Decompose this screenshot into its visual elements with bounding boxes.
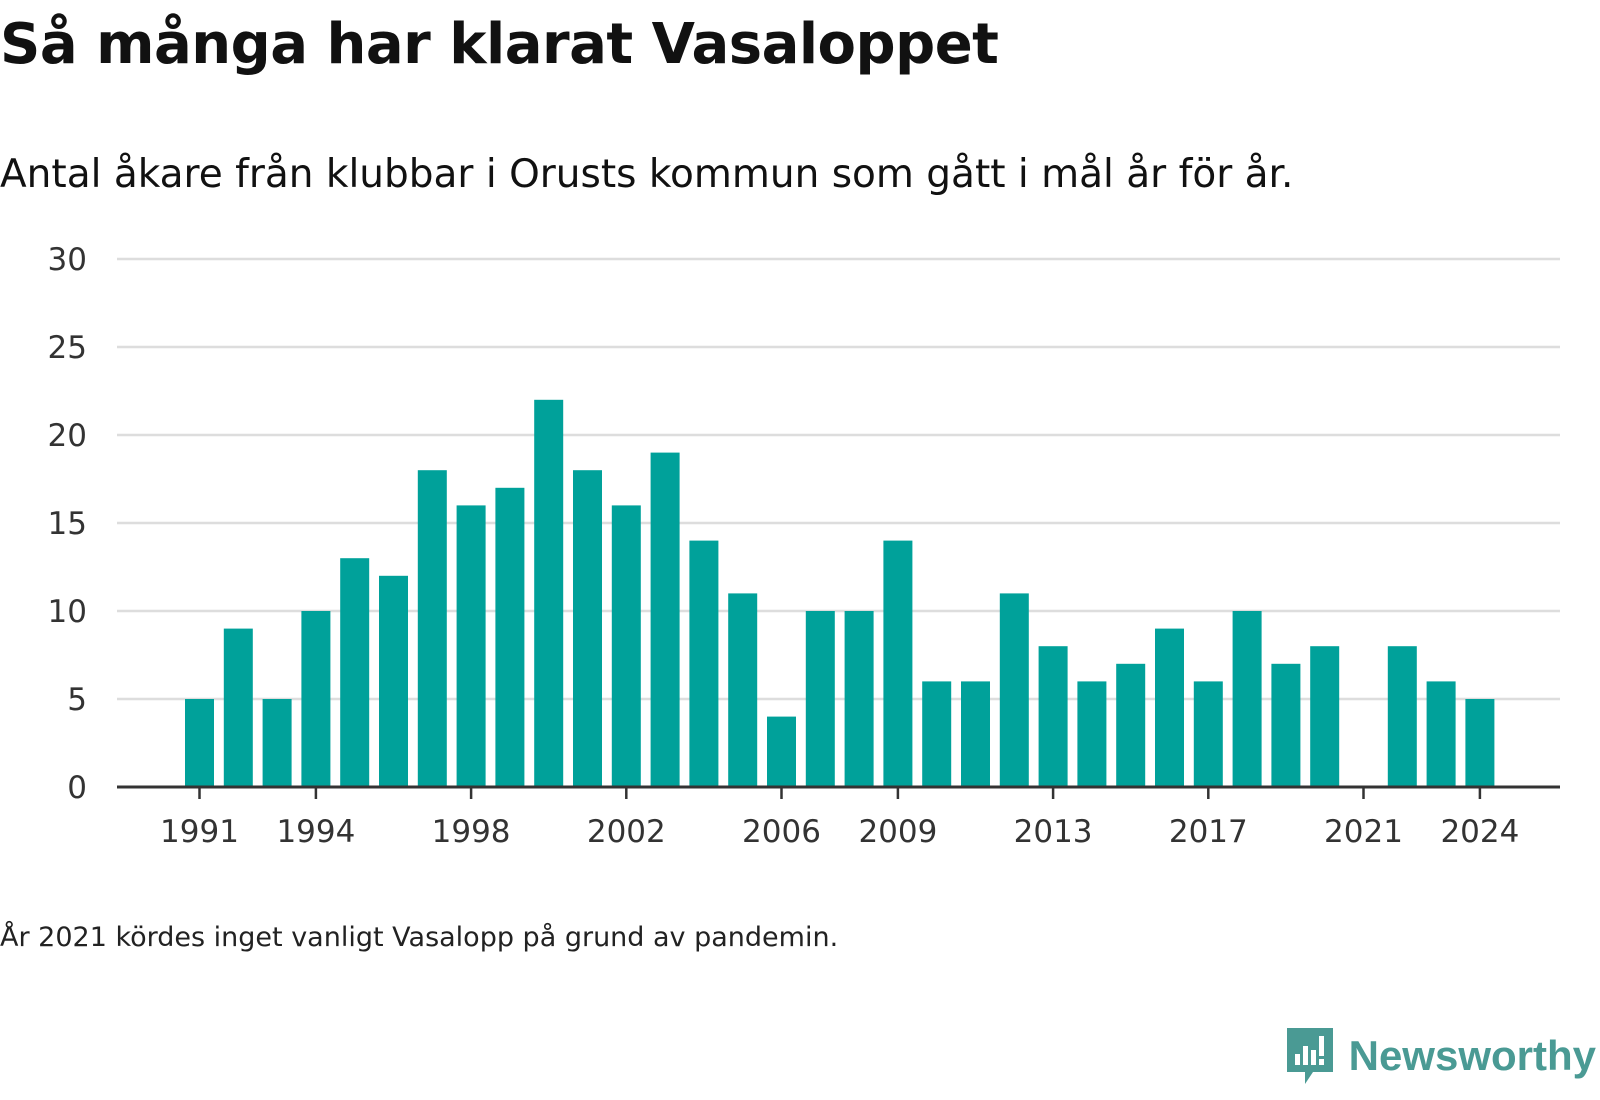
x-tick-label: 2017	[1169, 814, 1248, 850]
bar	[883, 540, 913, 787]
bar	[689, 540, 719, 787]
y-tick-label: 30	[48, 242, 87, 278]
bar	[1387, 646, 1417, 787]
bar	[301, 611, 331, 787]
bar	[185, 699, 214, 787]
footnote: År 2021 kördes inget vanligt Vasalopp på…	[0, 922, 839, 953]
newsworthy-logo[interactable]: Newsworthy	[1283, 1026, 1596, 1086]
bar	[767, 716, 796, 787]
bar	[223, 628, 253, 787]
x-tick-label: 1994	[276, 814, 355, 850]
bar	[1193, 681, 1223, 787]
bar-chart: 0 5 10 15 20 25 30 1991 1994 1998 2002 2006 2009 2013…	[48, 242, 1560, 850]
bar	[1155, 628, 1184, 787]
chart-subtitle: Antal åkare från klubbar i Orusts kommun…	[0, 152, 1294, 197]
bar	[1465, 699, 1495, 787]
chart-title: Så många har klarat Vasaloppet	[0, 12, 999, 77]
bar	[1077, 681, 1107, 787]
x-tick-label: 1998	[432, 814, 511, 850]
y-tick-label: 25	[48, 330, 87, 366]
bar	[999, 593, 1029, 787]
bar	[417, 470, 447, 787]
y-tick-label: 5	[67, 682, 87, 718]
bar	[1116, 663, 1146, 787]
bar	[534, 399, 564, 787]
bar	[961, 681, 990, 787]
x-tick-label: 2013	[1014, 814, 1093, 850]
bar	[262, 699, 292, 787]
bar	[495, 487, 525, 787]
bar	[922, 681, 952, 787]
y-tick-label: 10	[48, 594, 87, 630]
bar	[1271, 663, 1301, 787]
bar	[650, 452, 680, 787]
bar	[844, 611, 874, 787]
bar	[611, 505, 641, 787]
bar	[1232, 611, 1262, 787]
bar	[728, 593, 758, 787]
x-tick-label: 1991	[160, 814, 239, 850]
newsworthy-logo-icon	[1286, 1028, 1333, 1084]
bar	[573, 470, 602, 787]
y-tick-label: 15	[48, 506, 87, 542]
y-tick-label: 20	[48, 418, 87, 454]
newsworthy-logo-text: Newsworthy	[1348, 1032, 1596, 1079]
bar	[805, 611, 835, 787]
bar	[340, 558, 370, 787]
y-tick-label: 0	[67, 770, 87, 806]
bar	[1426, 681, 1456, 787]
bar	[1038, 646, 1068, 787]
x-tick-label: 2002	[587, 814, 666, 850]
x-tick-label: 2024	[1440, 814, 1519, 850]
x-tick-label: 2006	[742, 814, 821, 850]
bar	[1310, 646, 1340, 787]
x-tick-label: 2021	[1324, 814, 1403, 850]
bar	[456, 505, 486, 787]
bar	[379, 575, 408, 787]
x-tick-label: 2009	[858, 814, 937, 850]
